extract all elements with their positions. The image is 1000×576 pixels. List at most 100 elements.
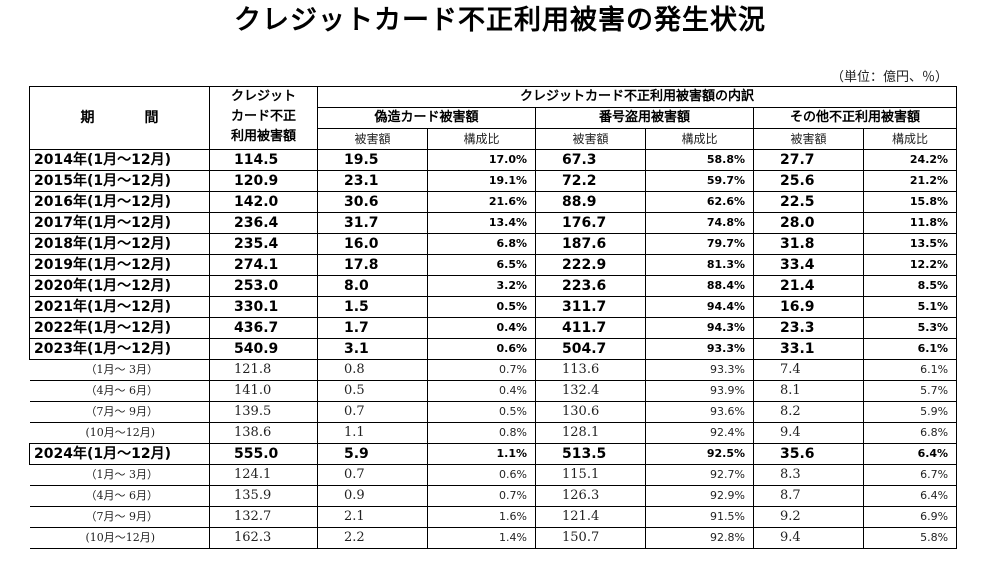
table-row: 2017年(1月～12月) 236.4 31.7 13.4% 176.7 74.… [29, 212, 958, 234]
other-ratio-cell: 5.8% [862, 527, 958, 549]
counterfeit-ratio-cell: 6.8% [427, 233, 536, 255]
counterfeit-ratio-cell: 0.4% [427, 380, 536, 402]
other-ratio-cell: 5.9% [862, 401, 958, 423]
other-ratio-cell: 12.2% [862, 254, 958, 276]
other-ratio-cell: 6.1% [862, 338, 958, 360]
other-amount-cell: 35.6 [753, 443, 864, 465]
other-ratio-cell: 13.5% [862, 233, 958, 255]
counterfeit-amount-cell: 3.1 [317, 338, 428, 360]
total-cell: 142.0 [209, 191, 318, 213]
period-cell: (10月～12月) [29, 422, 210, 444]
number-theft-ratio-cell: 94.3% [645, 317, 754, 339]
total-cell: 540.9 [209, 338, 318, 360]
other-amount-cell: 8.2 [753, 401, 864, 423]
number-theft-ratio-cell: 58.8% [645, 149, 754, 171]
number-theft-amount-cell: 222.9 [535, 254, 646, 276]
counterfeit-amount-cell: 16.0 [317, 233, 428, 255]
period-cell: 2024年(1月～12月) [29, 443, 210, 465]
header-total-line2: カード不正 [230, 109, 296, 124]
other-amount-cell: 31.8 [753, 233, 864, 255]
counterfeit-ratio-cell: 0.5% [427, 296, 536, 318]
header-ratio: 構成比 [862, 128, 958, 150]
other-amount-cell: 22.5 [753, 191, 864, 213]
counterfeit-ratio-cell: 13.4% [427, 212, 536, 234]
period-cell: （7月～ 9月） [29, 401, 210, 423]
counterfeit-ratio-cell: 0.8% [427, 422, 536, 444]
number-theft-ratio-cell: 92.7% [645, 464, 754, 486]
number-theft-ratio-cell: 92.8% [645, 527, 754, 549]
fraud-damage-table: 期 間 クレジット カード不正 利用被害額 クレジットカード不正利用被害額の内訳… [29, 86, 958, 549]
other-ratio-cell: 6.8% [862, 422, 958, 444]
table-row: 2023年(1月～12月) 540.9 3.1 0.6% 504.7 93.3%… [29, 338, 958, 360]
counterfeit-amount-cell: 2.1 [317, 506, 428, 528]
table-row: 2020年(1月～12月) 253.0 8.0 3.2% 223.6 88.4%… [29, 275, 958, 297]
period-cell: （1月～ 3月） [29, 464, 210, 486]
number-theft-ratio-cell: 94.4% [645, 296, 754, 318]
period-cell: 2022年(1月～12月) [29, 317, 210, 339]
total-cell: 114.5 [209, 149, 318, 171]
total-cell: 120.9 [209, 170, 318, 192]
table-row: 2015年(1月～12月) 120.9 23.1 19.1% 72.2 59.7… [29, 170, 958, 192]
period-cell: 2017年(1月～12月) [29, 212, 210, 234]
total-cell: 274.1 [209, 254, 318, 276]
number-theft-amount-cell: 121.4 [535, 506, 646, 528]
total-cell: 253.0 [209, 275, 318, 297]
number-theft-amount-cell: 311.7 [535, 296, 646, 318]
table-row: 2024年(1月～12月) 555.0 5.9 1.1% 513.5 92.5%… [29, 443, 958, 465]
period-cell: 2015年(1月～12月) [29, 170, 210, 192]
number-theft-amount-cell: 72.2 [535, 170, 646, 192]
other-amount-cell: 8.7 [753, 485, 864, 507]
total-cell: 236.4 [209, 212, 318, 234]
other-amount-cell: 7.4 [753, 359, 864, 381]
counterfeit-amount-cell: 1.5 [317, 296, 428, 318]
other-ratio-cell: 6.4% [862, 485, 958, 507]
period-cell: (10月～12月) [29, 527, 210, 549]
total-cell: 132.7 [209, 506, 318, 528]
header-amount: 被害額 [317, 128, 428, 150]
other-ratio-cell: 5.3% [862, 317, 958, 339]
total-cell: 124.1 [209, 464, 318, 486]
counterfeit-ratio-cell: 1.4% [427, 527, 536, 549]
counterfeit-amount-cell: 5.9 [317, 443, 428, 465]
number-theft-ratio-cell: 88.4% [645, 275, 754, 297]
other-ratio-cell: 21.2% [862, 170, 958, 192]
total-cell: 121.8 [209, 359, 318, 381]
header-amount: 被害額 [753, 128, 864, 150]
counterfeit-ratio-cell: 1.6% [427, 506, 536, 528]
counterfeit-amount-cell: 1.1 [317, 422, 428, 444]
other-amount-cell: 21.4 [753, 275, 864, 297]
table-row: （1月～ 3月） 121.8 0.8 0.7% 113.6 93.3% 7.4 … [29, 359, 958, 381]
total-cell: 162.3 [209, 527, 318, 549]
other-ratio-cell: 8.5% [862, 275, 958, 297]
other-amount-cell: 28.0 [753, 212, 864, 234]
number-theft-ratio-cell: 74.8% [645, 212, 754, 234]
other-amount-cell: 9.2 [753, 506, 864, 528]
counterfeit-ratio-cell: 0.5% [427, 401, 536, 423]
header-breakdown: クレジットカード不正利用被害額の内訳 [316, 86, 958, 108]
other-amount-cell: 16.9 [753, 296, 864, 318]
number-theft-ratio-cell: 93.9% [645, 380, 754, 402]
total-cell: 135.9 [209, 485, 318, 507]
other-amount-cell: 33.4 [753, 254, 864, 276]
other-amount-cell: 25.6 [753, 170, 864, 192]
header-amount: 被害額 [535, 128, 646, 150]
counterfeit-ratio-cell: 19.1% [427, 170, 536, 192]
table-row: （1月～ 3月） 124.1 0.7 0.6% 115.1 92.7% 8.3 … [29, 464, 958, 486]
period-cell: 2014年(1月～12月) [29, 149, 210, 171]
other-ratio-cell: 5.7% [862, 380, 958, 402]
counterfeit-ratio-cell: 0.7% [427, 359, 536, 381]
period-cell: 2016年(1月～12月) [29, 191, 210, 213]
number-theft-ratio-cell: 92.5% [645, 443, 754, 465]
number-theft-ratio-cell: 62.6% [645, 191, 754, 213]
counterfeit-amount-cell: 19.5 [317, 149, 428, 171]
number-theft-amount-cell: 130.6 [535, 401, 646, 423]
table-row: （4月～ 6月） 141.0 0.5 0.4% 132.4 93.9% 8.1 … [29, 380, 958, 402]
header-ratio: 構成比 [427, 128, 536, 150]
header-total: クレジット カード不正 利用被害額 [209, 86, 318, 150]
period-cell: 2021年(1月～12月) [29, 296, 210, 318]
table-row: 2016年(1月～12月) 142.0 30.6 21.6% 88.9 62.6… [29, 191, 958, 213]
total-cell: 330.1 [209, 296, 318, 318]
number-theft-amount-cell: 88.9 [535, 191, 646, 213]
total-cell: 141.0 [209, 380, 318, 402]
number-theft-ratio-cell: 81.3% [645, 254, 754, 276]
